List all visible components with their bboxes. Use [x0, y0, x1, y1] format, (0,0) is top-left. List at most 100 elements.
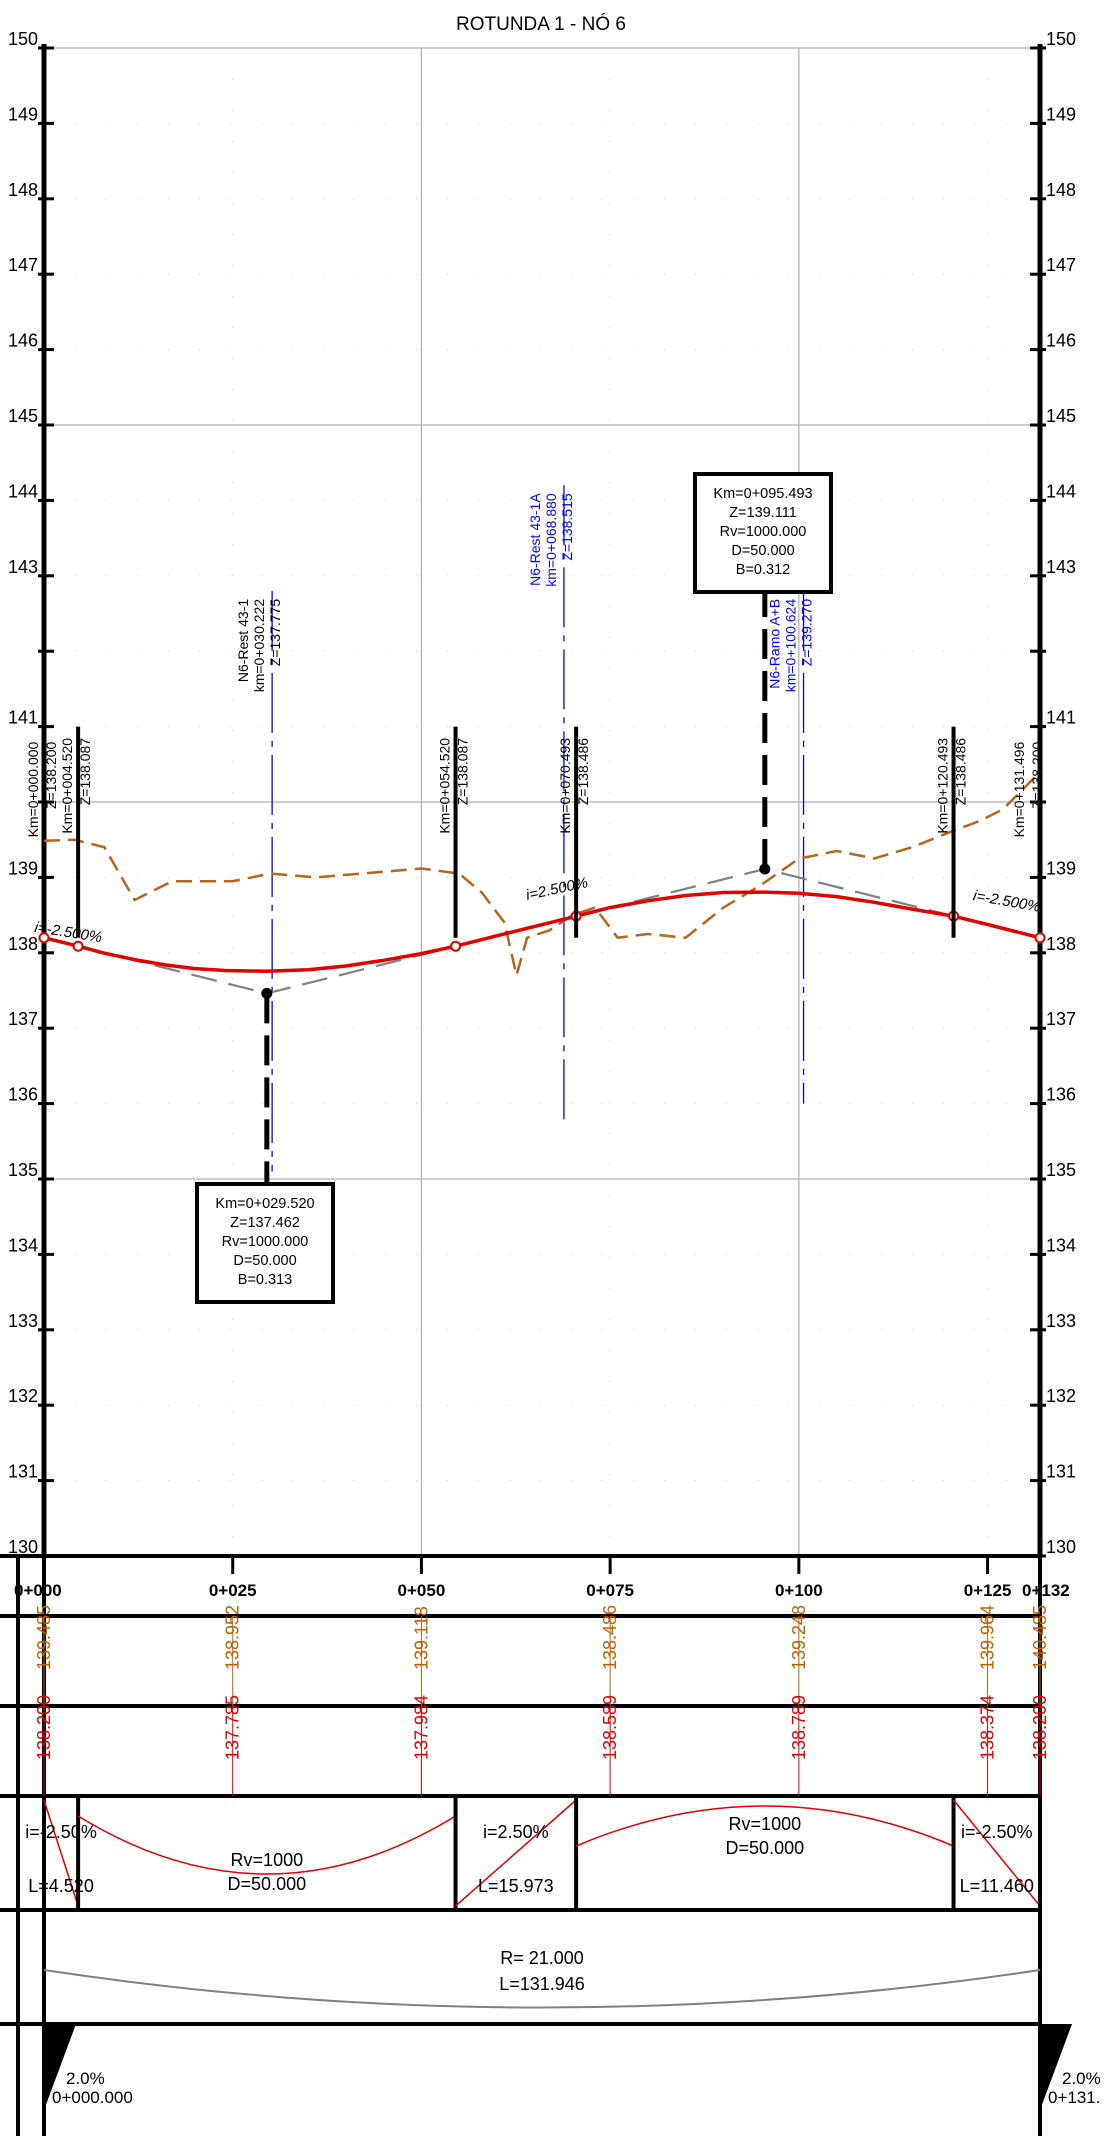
reference-km: km=0+100.624 [783, 599, 799, 693]
elevation-label-left: 133 [8, 1311, 38, 1331]
grade-segment-slope: i=-2.50% [25, 1822, 97, 1842]
elevation-label-right: 138 [1046, 934, 1076, 954]
horizontal-curve-radius: R= 21.000 [500, 1948, 584, 1968]
reference-z: Z=137.775 [267, 599, 283, 667]
station-label: 0+075 [586, 1581, 634, 1600]
elevation-label-right: 144 [1046, 481, 1076, 501]
station-km: Km=0+120.493 [935, 738, 951, 834]
superelevation-percent: 2.0% [1062, 2069, 1101, 2088]
elevation-label-right: 145 [1046, 406, 1076, 426]
superelevation-station: 0+000.000 [52, 2088, 133, 2107]
vertical-curve-symbol [575, 1805, 954, 1847]
superelevation-station: 0+131. [1048, 2088, 1100, 2107]
tangent-point-marker [72, 940, 84, 952]
design-grade-line [43, 890, 1041, 974]
ground-profile [43, 770, 1041, 976]
station-mark-label: Km=0+131.496 Z=138.200 [1011, 741, 1045, 837]
horizontal-curve-length: L=131.946 [499, 1974, 585, 1994]
elevation-label-right: 133 [1046, 1311, 1076, 1331]
drawing-title: ROTUNDA 1 - NÓ 6 [456, 13, 626, 35]
tangent-polygon-line [43, 867, 1041, 995]
elevation-label-left: 138 [8, 934, 38, 954]
grade-segment-slope: i=-2.50% [961, 1822, 1033, 1842]
elevation-label-left: 137 [8, 1009, 38, 1029]
reference-label: N6-Rest 43-1A km=0+068.880 Z=138.515 [527, 493, 575, 587]
elevation-label-right: 135 [1046, 1160, 1076, 1180]
station-z: Z=138.087 [77, 738, 93, 806]
elevation-label-left: 135 [8, 1160, 38, 1180]
station-mark-label: Km=0+000.000 Z=138.200 [25, 741, 59, 837]
horizontal-curve-symbol [43, 1969, 1041, 2009]
station-km: Km=0+070.493 [557, 738, 573, 834]
vertical-curve-radius: Rv=1000 [729, 1814, 802, 1834]
elevation-axes: 150 150 149 149 148 148 147 147 146 146 145 145 144 1… [8, 29, 1076, 1558]
elevation-label-left: 136 [8, 1085, 38, 1105]
elevation-label-right: 148 [1046, 180, 1076, 200]
superelevation-percent: 2.0% [66, 2069, 105, 2088]
elevation-label-right: 137 [1046, 1009, 1076, 1029]
vertical-curve-symbol [77, 1815, 456, 1875]
elevation-label-left: 147 [8, 255, 38, 275]
pi-vertex-marker [759, 863, 771, 875]
grade-segment-slope: i=2.50% [483, 1822, 549, 1842]
vertical-curve-radius: Rv=1000 [231, 1850, 304, 1870]
superelevation-wedge [1040, 2024, 1072, 2110]
reference-km: km=0+068.880 [543, 493, 559, 587]
vertical-curve-length: D=50.000 [726, 1838, 805, 1858]
station-marks: Km=0+000.000 Z=138.200 Km=0+004.520 Z=138.0… [25, 726, 1045, 938]
station-label: 0+100 [775, 1581, 823, 1600]
pi-callout-box [195, 1182, 335, 1304]
station-z: Z=138.486 [575, 738, 591, 806]
station-label: 0+050 [398, 1581, 446, 1600]
elevation-label-right: 141 [1046, 708, 1076, 728]
grade-label: i=2.500% [524, 874, 589, 904]
grade-line: i=-2.500%i=2.500% i=-2.500% [33, 874, 1046, 974]
ground-profile-line [43, 770, 1041, 976]
elevation-label-right: 149 [1046, 104, 1076, 124]
elevation-label-left: 131 [8, 1462, 38, 1482]
grade-segment-symbol [43, 1799, 79, 1907]
grade-segment-length: L=11.460 [960, 1876, 1034, 1896]
station-z: Z=138.486 [953, 738, 969, 806]
grade-segment-symbol [455, 1799, 577, 1907]
pi-vertex-marker [261, 987, 273, 999]
elevation-label-left: 130 [8, 1537, 38, 1557]
station-z: Z=138.200 [1029, 741, 1045, 809]
pi-callout-box [693, 472, 833, 594]
station-mark-label: Km=0+054.520 Z=138.087 [437, 738, 471, 834]
reference-name: N6-Rest 43-1 [235, 599, 251, 682]
elevation-label-left: 149 [8, 104, 38, 124]
elevation-label-left: 134 [8, 1235, 38, 1255]
elevation-label-left: 148 [8, 180, 38, 200]
station-label: 0+025 [209, 1581, 257, 1600]
elevation-label-left: 145 [8, 406, 38, 426]
elevation-label-right: 134 [1046, 1235, 1076, 1255]
pi-callouts: Km=0+029.520 Z=137.462 Rv=1000.000 D=50.000… [195, 472, 833, 1304]
data-band: 0+000 0+025 0+050 0+075 0+100 0+125 0+132139.4… [0, 1554, 1101, 2136]
pi-callout-line: Km=0+029.520 [215, 1196, 314, 1212]
grade-label: i=-2.500% [972, 887, 1042, 916]
elevation-label-right: 139 [1046, 858, 1076, 878]
elevation-label-right: 130 [1046, 1537, 1076, 1557]
grade-segment-symbol [952, 1799, 1041, 1907]
elevation-label-right: 131 [1046, 1462, 1076, 1482]
reference-label: N6-Ramo A+B km=0+100.624 Z=139.270 [767, 599, 815, 693]
station-km: Km=0+004.520 [59, 738, 75, 834]
tangent-point-marker [450, 940, 462, 952]
elevation-label-left: 141 [8, 708, 38, 728]
elevation-label-left: 150 [8, 29, 38, 49]
station-label: 0+132 [1022, 1581, 1070, 1600]
reference-z: Z=139.270 [799, 599, 815, 667]
reference-name: N6-Ramo A+B [767, 599, 783, 689]
vertical-curve-length: D=50.000 [228, 1874, 307, 1894]
superelevation-wedge [44, 2024, 76, 2110]
elevation-label-left: 132 [8, 1386, 38, 1406]
station-z: Z=138.200 [43, 741, 59, 809]
station-mark-label: Km=0+070.493 Z=138.486 [557, 738, 591, 834]
elevation-label-left: 139 [8, 858, 38, 878]
pi-callout-line: Z=139.111 [729, 505, 797, 521]
station-z: Z=138.087 [455, 738, 471, 806]
elevation-label-right: 146 [1046, 331, 1076, 351]
tangent-point-marker [38, 932, 50, 944]
